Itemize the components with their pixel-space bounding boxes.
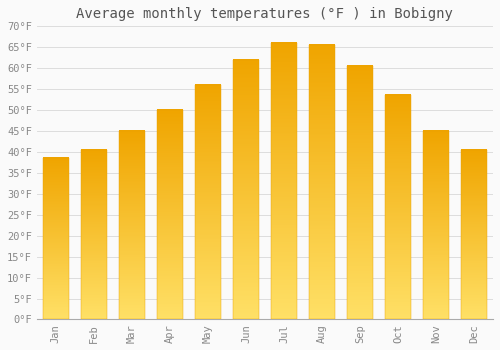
Bar bbox=[461, 150, 487, 320]
Bar bbox=[271, 43, 297, 320]
Title: Average monthly temperatures (°F ) in Bobigny: Average monthly temperatures (°F ) in Bo… bbox=[76, 7, 454, 21]
Bar bbox=[347, 66, 373, 320]
Bar bbox=[233, 60, 259, 320]
Bar bbox=[309, 45, 335, 320]
Bar bbox=[195, 85, 221, 320]
Bar bbox=[157, 110, 183, 320]
Bar bbox=[43, 158, 68, 320]
Bar bbox=[423, 131, 449, 320]
Bar bbox=[81, 150, 107, 320]
Bar bbox=[119, 131, 145, 320]
Bar bbox=[385, 96, 411, 320]
